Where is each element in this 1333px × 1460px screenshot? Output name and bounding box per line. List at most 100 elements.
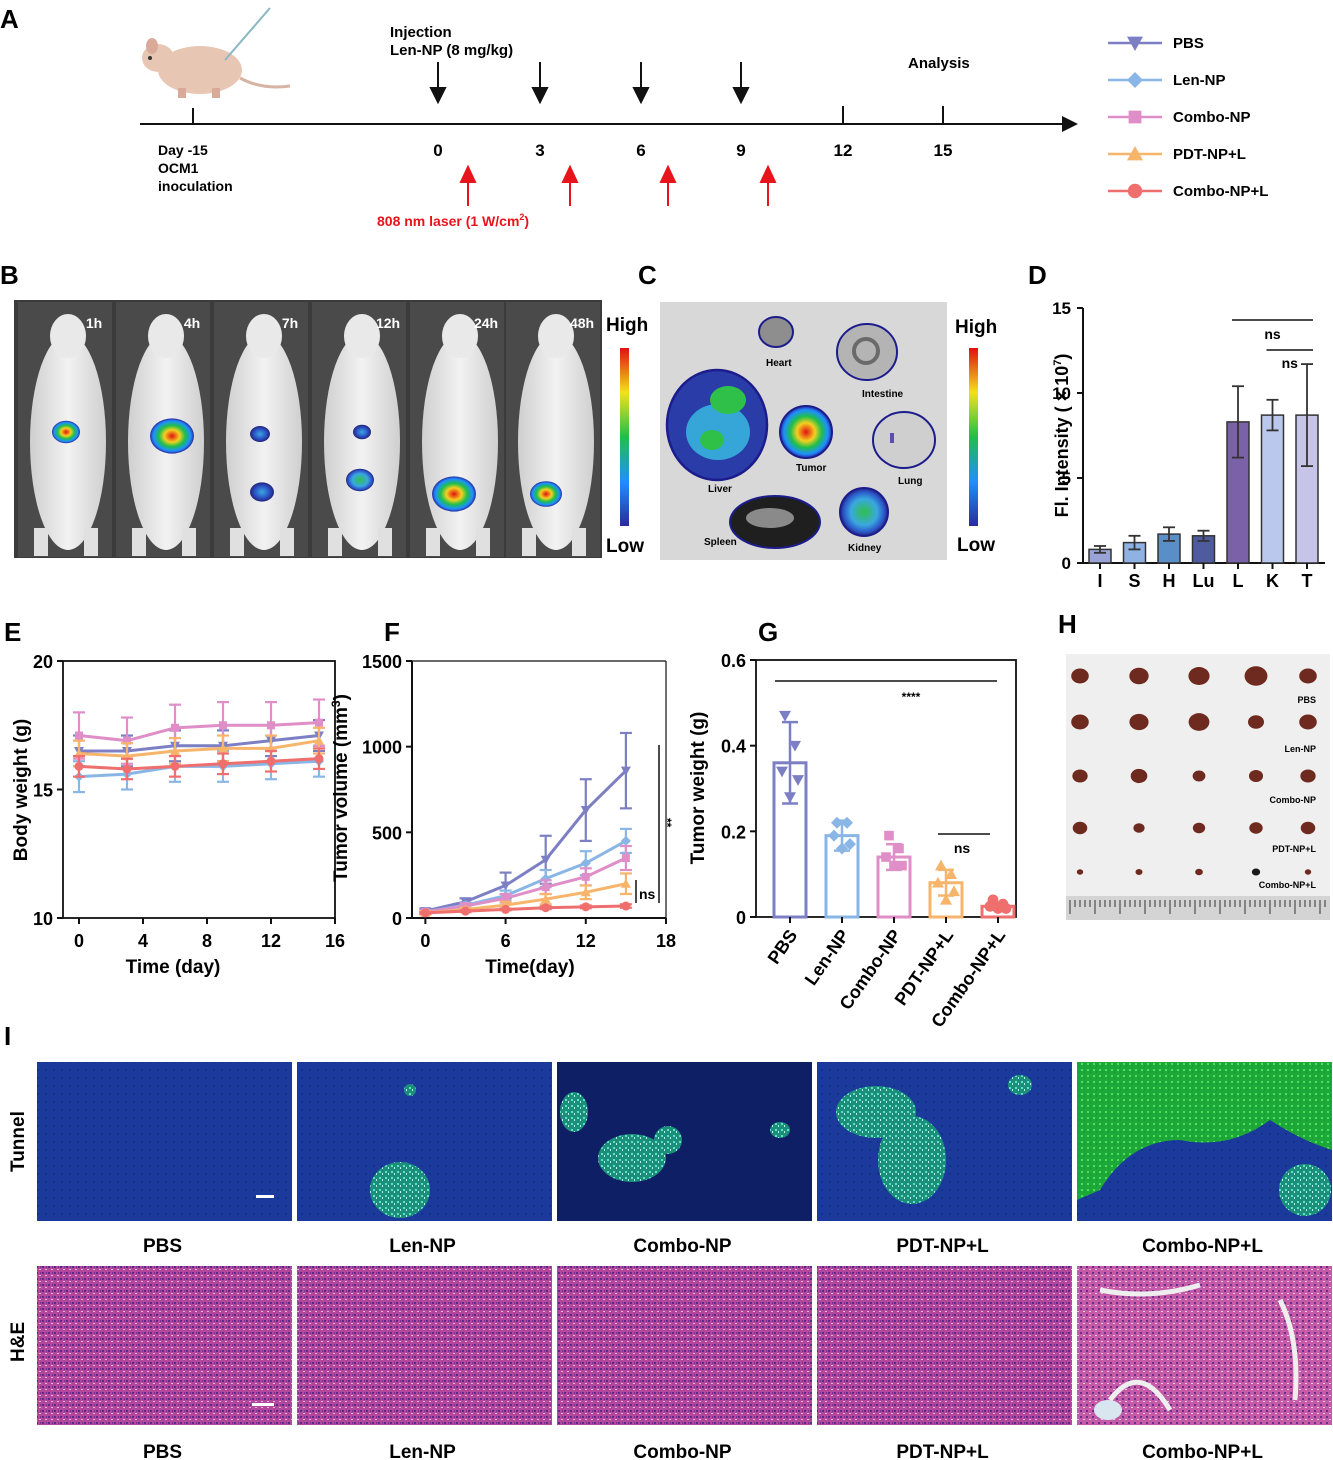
fluorescence-signal bbox=[250, 426, 270, 442]
tumor-group-label: Combo-NP bbox=[1270, 795, 1317, 805]
data-point bbox=[897, 860, 907, 871]
y-tick-label: 10 bbox=[1052, 384, 1071, 403]
data-point bbox=[218, 743, 228, 753]
organ-kidney: Kidney bbox=[839, 487, 889, 554]
apoptosis-signal bbox=[654, 1126, 682, 1154]
series-line bbox=[78, 721, 320, 743]
tumor bbox=[1299, 714, 1317, 730]
data-point bbox=[884, 830, 894, 841]
series-line bbox=[425, 904, 626, 915]
panel-label-e: E bbox=[4, 617, 21, 647]
mouse-image: 24h bbox=[410, 302, 504, 557]
data-point bbox=[580, 858, 591, 869]
y-axis-label: Body weight (g) bbox=[11, 719, 32, 861]
data-point bbox=[170, 745, 180, 755]
organ-label: Kidney bbox=[848, 543, 882, 554]
legend-label: PDT-NP+L bbox=[1173, 146, 1246, 163]
tumor bbox=[1072, 769, 1088, 783]
data-point bbox=[501, 904, 511, 914]
x-tick-label: I bbox=[1097, 571, 1102, 591]
tunnel-caption: Len-NP bbox=[389, 1236, 456, 1257]
x-tick-label: 8 bbox=[202, 931, 212, 951]
plot-frame bbox=[62, 660, 336, 919]
mouse-head bbox=[344, 314, 380, 358]
apoptosis-signal bbox=[370, 1162, 430, 1218]
y-tick-label: 1000 bbox=[362, 738, 402, 758]
mouse-leg bbox=[34, 528, 48, 556]
mouse-body bbox=[422, 334, 498, 550]
panel-i: I Tunnel H&E PBS Len-NP Combo-NP PDT-NP+L Co… bbox=[4, 1021, 1332, 1460]
tumor bbox=[1071, 668, 1089, 684]
legend-marker bbox=[1127, 183, 1143, 199]
tumor bbox=[1076, 869, 1084, 875]
data-point bbox=[420, 908, 430, 918]
x-tick-label: K bbox=[1266, 571, 1279, 591]
data-point bbox=[75, 731, 83, 740]
tumor-group-label: PDT-NP+L bbox=[1272, 844, 1316, 854]
data-point bbox=[792, 775, 804, 786]
mouse-leg bbox=[378, 528, 392, 556]
y-tick-label: 0.2 bbox=[721, 822, 746, 842]
fluorescence-signal bbox=[346, 468, 374, 492]
tumor-group-label: Len-NP bbox=[1285, 744, 1317, 754]
data-point bbox=[831, 816, 843, 829]
x-tick-label: L bbox=[1233, 571, 1244, 591]
data-point bbox=[621, 854, 630, 863]
significance-label: ** bbox=[660, 818, 674, 828]
x-tick-label: S bbox=[1128, 571, 1140, 591]
color-scale-bar bbox=[620, 348, 629, 526]
data-point bbox=[74, 761, 84, 771]
data-point bbox=[776, 766, 788, 778]
data-point bbox=[844, 838, 856, 851]
panel-label-f: F bbox=[384, 617, 400, 647]
data-point bbox=[779, 710, 791, 722]
mouse-head bbox=[50, 314, 86, 358]
tumor bbox=[1195, 868, 1203, 876]
y-axis-label: Tumor volume (mm3) bbox=[329, 694, 352, 882]
scale-high-label: High bbox=[955, 317, 997, 338]
he-image bbox=[297, 1266, 552, 1425]
x-tick-label: 6 bbox=[501, 931, 511, 951]
data-point bbox=[940, 893, 952, 905]
y-tick-label: 0 bbox=[736, 908, 746, 928]
tumor-photos: PBS Len-NP Combo-NP PDT-NP+L Combo-NP+L bbox=[1071, 666, 1317, 890]
mouse-leg bbox=[426, 528, 440, 556]
organ-lung: Lung bbox=[872, 411, 936, 487]
x-tick-label: PBS bbox=[764, 926, 802, 968]
mouse-image: 12h bbox=[312, 302, 406, 557]
tumor bbox=[1135, 869, 1143, 875]
day-minus15-label: Day -15 bbox=[158, 142, 208, 158]
legend-label: Combo-NP bbox=[1173, 109, 1251, 126]
x-tick-label: T bbox=[1302, 571, 1313, 591]
tunnel-caption: Combo-NP bbox=[633, 1236, 731, 1257]
mouse-head bbox=[246, 314, 282, 358]
tissue-gap bbox=[1099, 1282, 1299, 1412]
data-point bbox=[784, 792, 796, 804]
y-tick-label: 5 bbox=[1062, 469, 1071, 488]
timeline-tick: 15 bbox=[934, 141, 953, 160]
data-point bbox=[580, 806, 591, 816]
he-caption: Combo-NP bbox=[633, 1442, 731, 1460]
scale-low-label: Low bbox=[606, 536, 644, 557]
tunnel-image bbox=[817, 1062, 1072, 1221]
y-tick-label: 20 bbox=[33, 652, 53, 672]
tumor bbox=[1300, 769, 1316, 783]
dose-label: Len-NP (8 mg/kg) bbox=[390, 42, 513, 59]
data-point bbox=[932, 876, 944, 888]
legend-marker bbox=[1127, 146, 1143, 161]
data-point bbox=[314, 754, 324, 764]
organ-label: Lung bbox=[898, 476, 922, 487]
panel-label-g: G bbox=[758, 617, 778, 647]
organ-label: Liver bbox=[708, 484, 732, 495]
apoptosis-signal bbox=[1008, 1075, 1032, 1095]
data-point bbox=[894, 843, 904, 854]
time-label: 1h bbox=[86, 315, 102, 331]
laser-label: 808 nm laser (1 W/cm2) bbox=[377, 212, 529, 229]
tumor bbox=[1251, 868, 1261, 876]
panel-label-b: B bbox=[0, 260, 19, 290]
fluorescence-signal bbox=[353, 424, 371, 440]
legend-label: Combo-NP+L bbox=[1173, 183, 1268, 200]
x-tick-label: Len-NP bbox=[801, 926, 854, 989]
legend-marker bbox=[1128, 110, 1142, 124]
y-tick-label: 15 bbox=[33, 781, 53, 801]
